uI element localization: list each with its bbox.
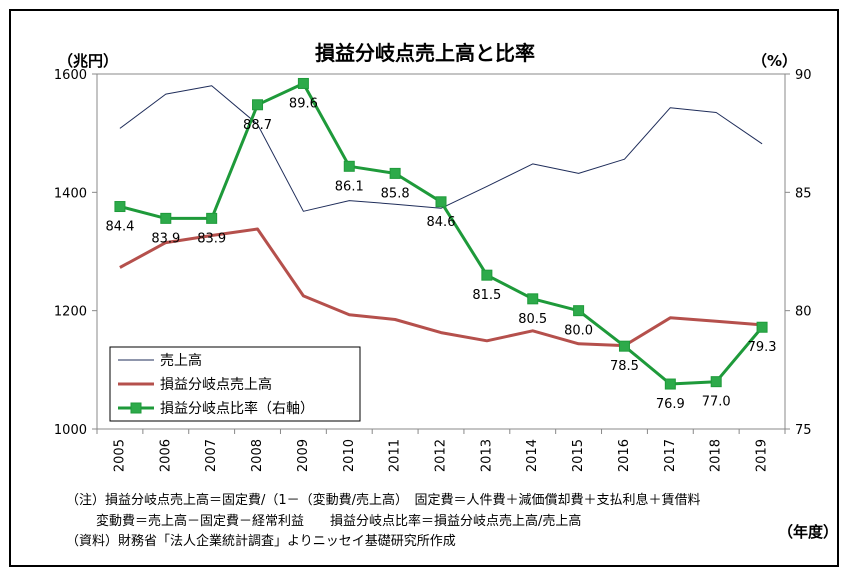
left-tick-label: 1400 bbox=[54, 186, 87, 201]
ratio-data-label: 78.5 bbox=[610, 359, 639, 374]
right-axis-unit: （%） bbox=[752, 52, 797, 70]
ratio-marker bbox=[435, 196, 447, 208]
right-tick-label: 75 bbox=[795, 423, 812, 438]
x-tick-label: 2013 bbox=[479, 439, 494, 472]
ratio-marker bbox=[481, 269, 493, 281]
series-line-2 bbox=[119, 227, 763, 348]
ratio-data-label: 88.7 bbox=[243, 118, 272, 133]
ratio-marker bbox=[664, 378, 676, 390]
legend-marker bbox=[130, 402, 142, 414]
ratio-data-label: 81.5 bbox=[472, 288, 501, 303]
x-tick-label: 2009 bbox=[296, 439, 311, 472]
x-tick-label: 2017 bbox=[663, 439, 678, 472]
ratio-marker bbox=[114, 201, 126, 213]
note-line-1: （注）損益分岐点売上高＝固定費/（1－（変動費/売上高） 固定費＝人件費＋減価償… bbox=[66, 493, 701, 508]
x-tick-label: 2016 bbox=[617, 439, 632, 472]
x-tick-label: 2018 bbox=[709, 439, 724, 472]
ratio-marker bbox=[252, 99, 264, 111]
ratio-marker bbox=[389, 167, 401, 179]
x-tick-label: 2014 bbox=[525, 439, 540, 472]
ratio-data-label: 86.1 bbox=[335, 179, 364, 194]
ratio-data-label: 77.0 bbox=[702, 395, 731, 410]
left-axis-unit: （兆円） bbox=[58, 52, 118, 70]
x-axis-unit: （年度） bbox=[778, 523, 838, 541]
ratio-data-label: 76.9 bbox=[656, 397, 685, 412]
ratio-data-label: 83.9 bbox=[151, 231, 180, 246]
x-tick-label: 2010 bbox=[342, 439, 357, 472]
series-line-1 bbox=[119, 85, 763, 212]
ratio-data-label: 89.6 bbox=[289, 96, 318, 111]
right-tick-label: 85 bbox=[795, 186, 812, 201]
legend-label-2: 損益分岐点売上高 bbox=[160, 376, 272, 393]
ratio-marker bbox=[573, 305, 585, 317]
chart-title: 損益分岐点売上高と比率 bbox=[315, 41, 535, 65]
x-tick-label: 2012 bbox=[434, 439, 449, 472]
x-tick-label: 2007 bbox=[204, 439, 219, 472]
chart-frame bbox=[9, 9, 839, 567]
ratio-marker bbox=[618, 340, 630, 352]
right-tick-label: 80 bbox=[795, 305, 812, 320]
left-tick-label: 1600 bbox=[54, 68, 87, 83]
plot-area bbox=[96, 73, 786, 430]
ratio-marker bbox=[206, 212, 218, 224]
x-tick-label: 2019 bbox=[755, 439, 770, 472]
ratio-marker bbox=[756, 321, 768, 333]
ratio-data-label: 80.5 bbox=[518, 312, 547, 327]
x-tick-label: 2011 bbox=[388, 439, 403, 472]
ratio-data-label: 85.8 bbox=[381, 186, 410, 201]
ratio-data-label: 80.0 bbox=[564, 324, 593, 339]
legend-label-3: 損益分岐点比率（右軸） bbox=[160, 400, 314, 417]
x-tick-label: 2008 bbox=[250, 439, 265, 472]
ratio-data-label: 84.6 bbox=[427, 215, 456, 230]
ratio-marker bbox=[297, 77, 309, 89]
ratio-marker bbox=[343, 160, 355, 172]
ratio-data-label: 83.9 bbox=[197, 231, 226, 246]
note-line-2: 変動費＝売上高－固定費－経常利益 損益分岐点比率＝損益分岐点売上高/売上高 bbox=[96, 514, 582, 529]
ratio-marker bbox=[710, 376, 722, 388]
ratio-data-label: 79.3 bbox=[748, 340, 777, 355]
x-tick-label: 2015 bbox=[571, 439, 586, 472]
ratio-marker bbox=[527, 293, 539, 305]
legend-label-1: 売上高 bbox=[160, 352, 202, 369]
left-tick-label: 1200 bbox=[54, 305, 87, 320]
x-tick-label: 2006 bbox=[158, 439, 173, 472]
right-tick-label: 90 bbox=[795, 68, 812, 83]
x-tick-label: 2005 bbox=[112, 439, 127, 472]
ratio-data-label: 84.4 bbox=[105, 220, 134, 235]
left-tick-label: 1000 bbox=[54, 423, 87, 438]
ratio-marker bbox=[160, 212, 172, 224]
note-line-3: （資料）財務省「法人企業統計調査」よりニッセイ基礎研究所作成 bbox=[66, 534, 456, 549]
